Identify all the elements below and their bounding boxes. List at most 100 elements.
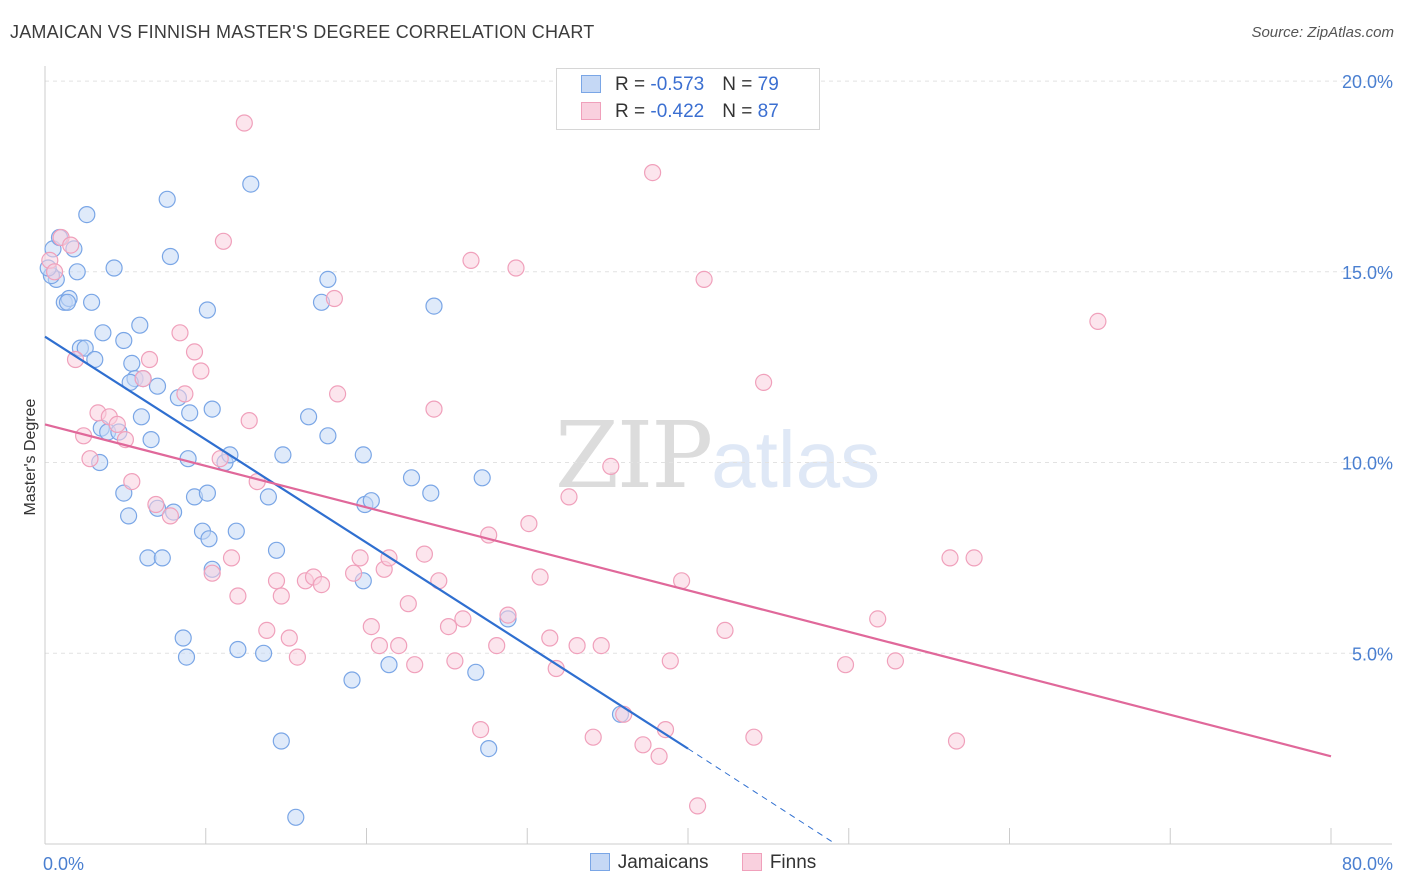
jamaican-point [425, 297, 443, 315]
data-points [39, 114, 1107, 826]
jamaican-point [179, 450, 197, 468]
legend-label-jamaicans: Jamaicans [617, 852, 709, 873]
axes [44, 66, 1392, 845]
legend-n-label: N = [722, 101, 758, 122]
finn-point [439, 617, 458, 636]
legend-swatch-jamaicans [589, 853, 610, 871]
finn-point [634, 736, 652, 754]
jamaican-point [161, 247, 179, 266]
finn-point [520, 514, 538, 533]
jamaican-point [198, 484, 216, 502]
finn-trend-line [44, 423, 1332, 758]
y-tick-label: 20.0% [1342, 72, 1393, 92]
jamaican-point [227, 522, 245, 540]
legend-n-value: 79 [757, 74, 779, 95]
finn-point [695, 270, 713, 288]
jamaican-point [58, 293, 77, 311]
jamaican-point [272, 732, 290, 750]
legend-label-finns: Finns [769, 852, 817, 873]
finn-point [267, 572, 286, 590]
jamaican-point [115, 331, 133, 350]
jamaican-point [319, 427, 337, 445]
grid-lines [45, 80, 1392, 654]
finn-point [214, 232, 232, 250]
finn-point [1089, 312, 1107, 330]
jamaican-point [255, 644, 273, 662]
jamaican-point [105, 259, 123, 277]
finn-point [965, 549, 983, 567]
finn-point [325, 289, 343, 308]
finn-point [399, 595, 417, 613]
correlation-legend: R = -0.573 N = 79 R = -0.422 N = 87 [556, 68, 820, 130]
jamaican-point [198, 301, 216, 319]
jamaican-point [148, 377, 167, 395]
finn-point [560, 488, 578, 506]
finn-point [362, 617, 380, 636]
finn-point [836, 656, 855, 674]
x-tick-label: 0.0% [43, 854, 84, 874]
finn-point [650, 747, 668, 765]
legend-n-value: 87 [757, 101, 779, 122]
jamaican-point [142, 431, 160, 449]
finn-point [462, 251, 480, 269]
finn-point [62, 236, 80, 254]
finn-point [947, 732, 966, 750]
legend-swatch-finns [741, 853, 762, 871]
finn-point [716, 621, 734, 640]
y-tick-label: 10.0% [1342, 454, 1393, 474]
finn-point [222, 549, 241, 567]
finn-point [869, 610, 887, 628]
finn-point [147, 495, 165, 514]
jamaican-point [319, 270, 337, 288]
finn-point [134, 370, 152, 388]
finn-point [406, 656, 424, 674]
legend-swatch-jamaicans [581, 75, 601, 93]
finn-point [288, 648, 306, 666]
finn-point [454, 610, 472, 628]
legend-r-value: -0.573 [650, 74, 705, 95]
jamaican-point [139, 549, 157, 567]
finn-point [499, 606, 517, 624]
finn-point [688, 797, 707, 815]
chart-source: Source: ZipAtlas.com [1251, 24, 1394, 41]
jamaican-point [68, 263, 86, 281]
jamaican-point [267, 541, 286, 559]
finn-point [211, 450, 229, 468]
chart-title: JAMAICAN VS FINNISH MASTER'S DEGREE CORR… [10, 22, 595, 42]
trend-lines [44, 335, 1332, 843]
jamaican-point [242, 175, 260, 193]
jamaican-point [203, 400, 221, 418]
finn-point [171, 324, 189, 342]
legend-r-label: R = [615, 101, 651, 122]
jamaican-point [174, 629, 192, 647]
x-tick-label: 80.0% [1342, 854, 1393, 874]
finn-point [258, 621, 276, 640]
jamaican-trend-line [44, 335, 689, 750]
finn-point [390, 636, 408, 655]
finn-point [176, 385, 194, 403]
finn-point [886, 652, 905, 670]
legend-item-finns: Finns [741, 852, 817, 874]
jamaican-point [123, 354, 141, 372]
finn-point [754, 373, 773, 391]
finn-point [329, 385, 347, 403]
finn-point [745, 728, 763, 746]
jamaican-point [343, 671, 361, 689]
finn-point [941, 549, 959, 567]
legend-n-label: N = [722, 74, 758, 95]
jamaican-trend-extension [687, 748, 833, 843]
jamaican-point [153, 549, 171, 567]
jamaican-point [354, 446, 372, 464]
finn-point [507, 259, 525, 277]
jamaican-point [78, 206, 96, 224]
finn-point [312, 575, 331, 594]
jamaican-point [200, 530, 218, 548]
finn-point [229, 587, 247, 605]
jamaican-point [300, 408, 318, 426]
finn-point [192, 362, 210, 380]
jamaican-point [467, 663, 485, 681]
series-legend: Jamaicans Finns [0, 852, 1406, 874]
finn-point [415, 545, 433, 563]
jamaican-point [158, 190, 176, 208]
finn-point [108, 415, 126, 433]
